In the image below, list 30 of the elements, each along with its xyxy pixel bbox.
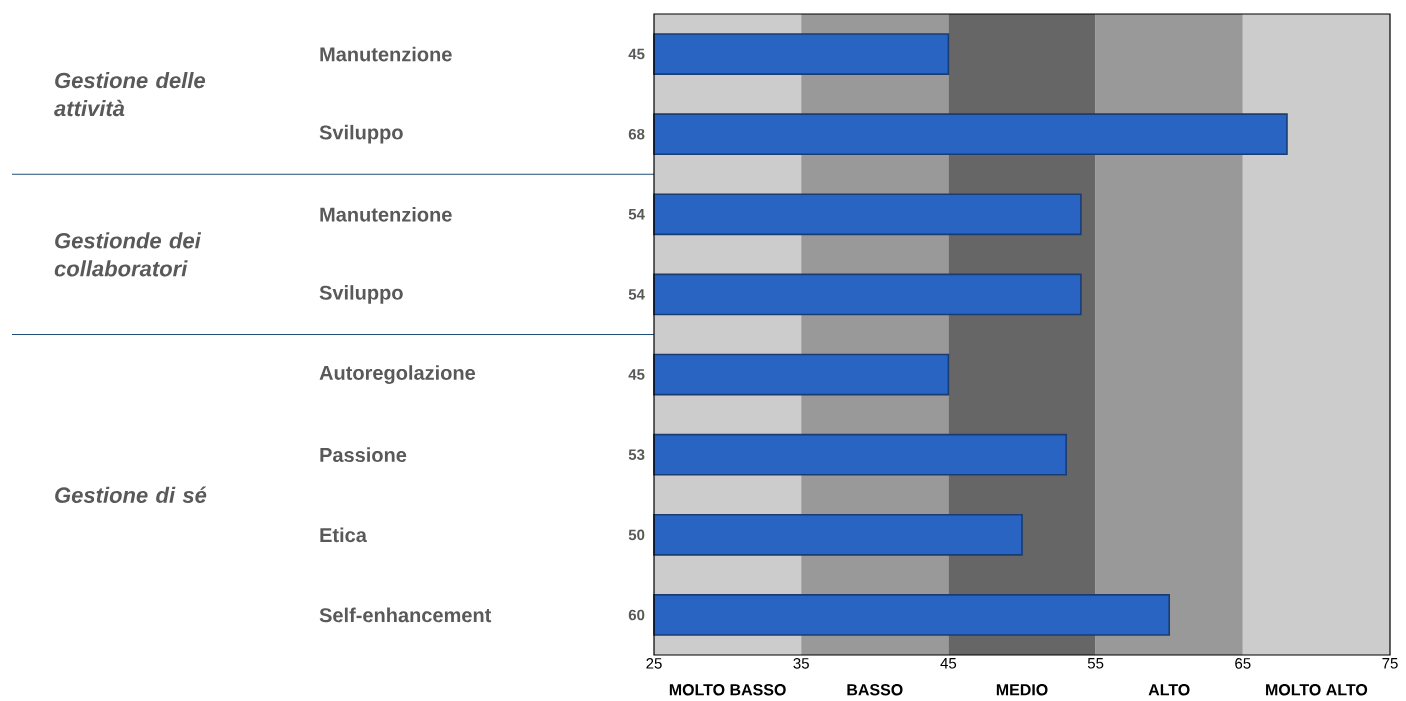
x-tick-label: 55 <box>1087 658 1104 669</box>
y-tick-label: Self-enhancement <box>319 607 492 623</box>
y-tick-label: Etica <box>320 527 368 543</box>
x-tick-label: 75 <box>1382 658 1398 669</box>
band-label: MOLTO ALTO <box>1266 684 1368 696</box>
data-label: 54 <box>628 209 645 220</box>
x-tick-label: 45 <box>940 658 957 669</box>
band-label: MEDIO <box>996 684 1048 696</box>
text: Gestionde dei collaboratori <box>54 232 202 277</box>
y-tick-label: Manutenzione <box>320 206 452 222</box>
y-tick-label: Sviluppo <box>319 124 403 144</box>
text: Gestione di sé <box>55 486 207 503</box>
y-tick-label: Passione <box>320 447 407 463</box>
text: Gestione delle attività <box>54 72 206 117</box>
x-tick-label: 65 <box>1235 658 1251 669</box>
data-label: 45 <box>628 48 645 60</box>
data-label: 54 <box>628 289 645 300</box>
x-tick-label: 35 <box>793 658 809 669</box>
y-tick-label: Autoregolazione <box>319 365 476 384</box>
y-tick-label: Manutenzione <box>320 46 452 62</box>
data-label: 45 <box>628 369 645 380</box>
y-tick-label: Sviluppo <box>319 285 403 304</box>
data-label: 68 <box>628 128 645 140</box>
data-label: 53 <box>628 449 645 460</box>
band-label: BASSO <box>847 684 903 696</box>
x-tick-label: 25 <box>646 658 662 669</box>
data-label: 60 <box>628 609 645 621</box>
data-label: 50 <box>628 529 645 541</box>
band-label: MOLTO BASSO <box>669 684 786 696</box>
band-label: ALTO <box>1148 684 1190 696</box>
